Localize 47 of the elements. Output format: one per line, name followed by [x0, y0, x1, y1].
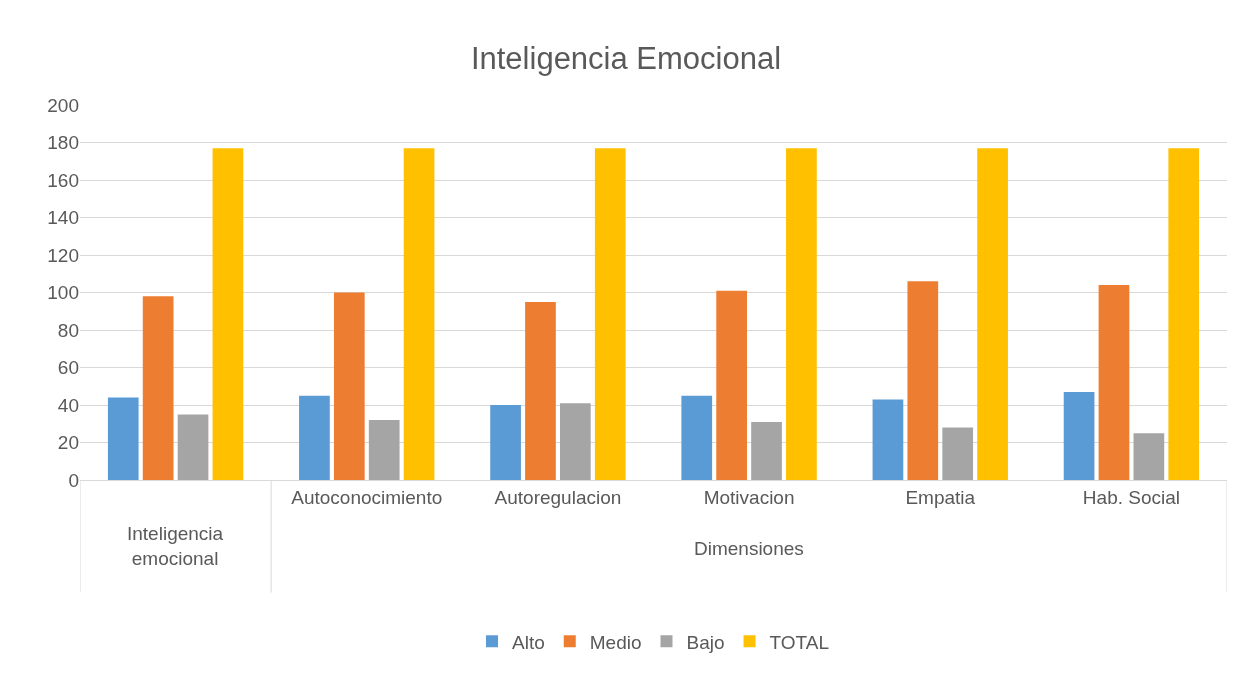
- text: Inteligencia emocional: [127, 523, 224, 569]
- y-tick-label: 40: [57, 394, 79, 416]
- y-tick-label: 0: [68, 469, 79, 491]
- y-tick-label: 80: [57, 319, 79, 341]
- bar: [1133, 433, 1165, 480]
- bar: [716, 290, 747, 480]
- bar: [560, 403, 591, 480]
- y-tick-label: 180: [47, 132, 79, 154]
- bar: [403, 148, 435, 480]
- y-tick-label: 100: [47, 282, 79, 304]
- x-tick-label: Hab. Social: [1082, 486, 1181, 508]
- legend-label: Alto: [512, 631, 545, 653]
- chart-title: Inteligencia Emocional: [470, 40, 782, 76]
- bar: [594, 148, 626, 480]
- bar: [142, 296, 174, 480]
- y-tick-label: 160: [47, 169, 79, 191]
- bar: [1098, 285, 1130, 480]
- legend-label: TOTAL: [769, 631, 830, 653]
- bar: [907, 281, 939, 480]
- bar: [1168, 148, 1200, 480]
- bar: [368, 420, 400, 480]
- legend-label: Bajo: [686, 631, 725, 653]
- y-tick-label: 140: [47, 207, 79, 229]
- bar: [751, 421, 782, 480]
- bar: [177, 414, 209, 480]
- bar: [681, 395, 713, 480]
- y-tick-label: 200: [47, 94, 79, 116]
- bar: [786, 148, 817, 480]
- bar: [333, 292, 365, 480]
- y-tick-label: 120: [47, 244, 79, 266]
- text: Dimensiones: [694, 538, 804, 559]
- bar: [525, 301, 556, 480]
- bar: [872, 399, 904, 480]
- legend-label: Medio: [589, 631, 642, 653]
- bar: [490, 405, 521, 480]
- bar: [212, 148, 244, 480]
- x-tick-label: Autoconocimiento: [291, 486, 443, 508]
- bar: [107, 397, 139, 480]
- x-tick-label: Autoregulacion: [494, 486, 622, 508]
- x-tick-label: Motivacion: [703, 486, 795, 508]
- y-tick-label: 60: [57, 357, 79, 379]
- x-tick-label: Empatia: [905, 486, 976, 508]
- y-tick-label: 20: [57, 432, 79, 454]
- bar: [299, 395, 330, 480]
- bar: [977, 148, 1008, 480]
- bar: [942, 427, 974, 480]
- bar: [1063, 391, 1095, 480]
